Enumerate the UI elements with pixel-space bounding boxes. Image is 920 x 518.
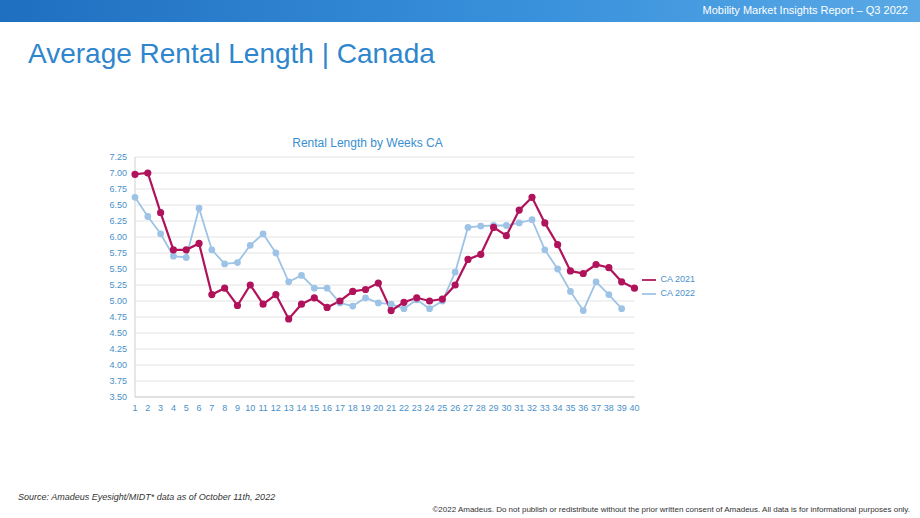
svg-text:4.50: 4.50 xyxy=(109,328,127,338)
svg-text:23: 23 xyxy=(412,403,422,413)
html-text:©2022 Amadeus. Do not publish: ©2022 Amadeus. Do not publish or redistr… xyxy=(432,505,910,514)
svg-text:2: 2 xyxy=(145,403,150,413)
svg-text:30: 30 xyxy=(501,403,511,413)
svg-text:16: 16 xyxy=(322,403,332,413)
html-text:CA 2022: CA 2022 xyxy=(660,288,695,299)
svg-text:10: 10 xyxy=(245,403,255,413)
svg-text:35: 35 xyxy=(565,403,575,413)
svg-text:27: 27 xyxy=(463,403,473,413)
svg-text:6.50: 6.50 xyxy=(109,200,127,210)
svg-text:11: 11 xyxy=(258,403,267,413)
svg-text:20: 20 xyxy=(373,403,383,413)
svg-text:4.75: 4.75 xyxy=(109,312,127,322)
svg-text:18: 18 xyxy=(348,403,358,413)
svg-text:24: 24 xyxy=(425,403,435,413)
svg-text:26: 26 xyxy=(450,403,460,413)
svg-text:38: 38 xyxy=(604,403,614,413)
svg-text:12: 12 xyxy=(271,403,281,413)
svg-text:6.00: 6.00 xyxy=(109,232,127,242)
svg-text:7: 7 xyxy=(209,403,214,413)
svg-text:19: 19 xyxy=(361,403,371,413)
svg-text:29: 29 xyxy=(489,403,499,413)
svg-text:37: 37 xyxy=(591,403,601,413)
svg-text:4.25: 4.25 xyxy=(109,344,127,354)
svg-text:14: 14 xyxy=(296,403,306,413)
svg-text:5: 5 xyxy=(184,403,189,413)
svg-text:28: 28 xyxy=(476,403,486,413)
svg-text:5.00: 5.00 xyxy=(109,296,127,306)
svg-text:7.00: 7.00 xyxy=(109,168,127,178)
svg-text:3.50: 3.50 xyxy=(109,392,127,402)
html-text:CA 2021: CA 2021 xyxy=(660,274,695,285)
svg-text:36: 36 xyxy=(578,403,588,413)
svg-text:6.25: 6.25 xyxy=(109,216,127,226)
svg-text:1: 1 xyxy=(132,403,137,413)
svg-text:25: 25 xyxy=(437,403,447,413)
svg-text:31: 31 xyxy=(514,403,524,413)
html-text:Average Rental Length | Canada: Average Rental Length | Canada xyxy=(28,38,435,69)
svg-text:3.75: 3.75 xyxy=(109,376,127,386)
svg-text:13: 13 xyxy=(284,403,294,413)
svg-text:4: 4 xyxy=(171,403,176,413)
html-text:Source: Amadeus Eyesight/MIDT*: Source: Amadeus Eyesight/MIDT* data as o… xyxy=(18,492,276,502)
svg-text:6: 6 xyxy=(197,403,202,413)
svg-text:22: 22 xyxy=(399,403,409,413)
html-text:Mobility Market Insights Repor: Mobility Market Insights Report – Q3 202… xyxy=(702,4,908,16)
svg-text:34: 34 xyxy=(553,403,563,413)
svg-text:5.50: 5.50 xyxy=(109,264,127,274)
svg-text:39: 39 xyxy=(617,403,627,413)
svg-text:3: 3 xyxy=(158,403,163,413)
svg-text:33: 33 xyxy=(540,403,550,413)
svg-text:40: 40 xyxy=(629,403,639,413)
svg-text:6.75: 6.75 xyxy=(109,184,127,194)
svg-text:15: 15 xyxy=(309,403,319,413)
svg-text:8: 8 xyxy=(222,403,227,413)
svg-text:5.75: 5.75 xyxy=(109,248,127,258)
svg-text:32: 32 xyxy=(527,403,537,413)
svg-text:9: 9 xyxy=(235,403,240,413)
svg-text:4.00: 4.00 xyxy=(109,360,127,370)
svg-text:17: 17 xyxy=(335,403,345,413)
svg-text:5.25: 5.25 xyxy=(109,280,127,290)
svg-text:7.25: 7.25 xyxy=(109,152,127,162)
svg-text:21: 21 xyxy=(386,403,396,413)
html-text:Rental Length by Weeks CA: Rental Length by Weeks CA xyxy=(292,136,443,150)
